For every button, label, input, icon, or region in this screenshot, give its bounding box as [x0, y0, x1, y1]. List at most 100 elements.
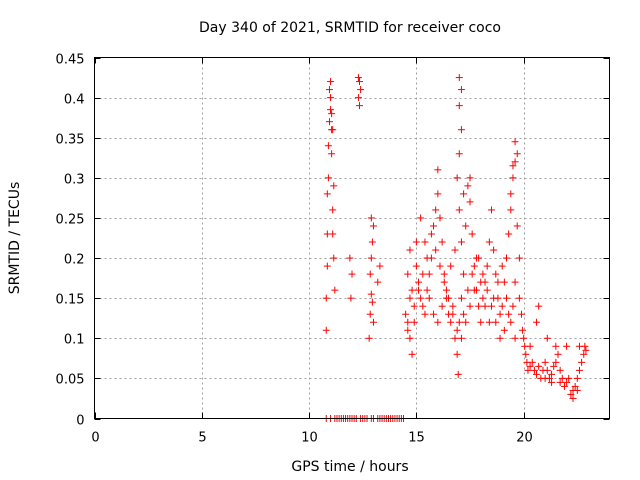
grid [94, 57, 610, 419]
data-point [451, 334, 459, 342]
y-tick-label: 0.2 [64, 253, 85, 268]
data-point [457, 86, 465, 94]
data-point [492, 270, 500, 278]
data-point [324, 142, 332, 150]
data-point [541, 374, 549, 382]
data-point [573, 374, 581, 382]
data-point [328, 110, 336, 118]
data-point [329, 206, 337, 214]
data-point [449, 302, 457, 310]
data-point [376, 262, 384, 270]
data-point [410, 318, 418, 326]
data-point [582, 346, 590, 354]
data-point [580, 350, 588, 358]
data-point [483, 262, 491, 270]
data-point [354, 74, 362, 82]
data-point [518, 310, 526, 318]
data-point [475, 302, 483, 310]
data-point [563, 342, 571, 350]
data-points [322, 74, 590, 422]
data-point [526, 342, 534, 350]
data-point [331, 286, 339, 294]
data-point [509, 174, 517, 182]
data-point [451, 246, 459, 254]
data-point [492, 318, 500, 326]
data-point [500, 326, 508, 334]
data-point [524, 366, 532, 374]
data-point [468, 270, 476, 278]
data-point [328, 150, 336, 158]
data-point [552, 358, 560, 366]
data-point [505, 310, 513, 318]
data-point [575, 342, 583, 350]
y-tick-label: 0.45 [56, 53, 85, 68]
data-point [365, 334, 373, 342]
data-point [462, 222, 470, 230]
data-point [408, 286, 416, 294]
data-point [513, 222, 521, 230]
data-point [369, 222, 377, 230]
data-point [412, 238, 420, 246]
data-point [325, 118, 333, 126]
data-point [470, 286, 478, 294]
data-point [423, 286, 431, 294]
data-point [436, 214, 444, 222]
data-point [485, 318, 493, 326]
data-point [522, 350, 530, 358]
axis-ticks: 0 0.05 0.1 0.15 0.2 0.25 0.3 0.35 0.4 0.45 0 5 10 15 2… [56, 53, 610, 446]
y-tick-label: 0.4 [64, 93, 85, 108]
data-point [366, 310, 374, 318]
data-point [507, 190, 515, 198]
data-point [565, 374, 573, 382]
data-point [374, 278, 382, 286]
data-point [453, 174, 461, 182]
data-point [558, 374, 566, 382]
y-tick-label: 0 [76, 414, 84, 429]
data-point [457, 334, 465, 342]
data-point [330, 182, 338, 190]
data-point [430, 222, 438, 230]
data-point [541, 358, 549, 366]
data-point [357, 86, 365, 94]
data-point [533, 318, 541, 326]
y-tick-label: 0.05 [56, 373, 85, 388]
data-point [511, 158, 519, 166]
data-point [421, 310, 429, 318]
y-tick-label: 0.3 [64, 173, 85, 188]
data-point [325, 86, 333, 94]
y-tick-label: 0.15 [56, 293, 85, 308]
data-point [556, 366, 564, 374]
data-point [479, 270, 487, 278]
data-point [404, 318, 412, 326]
data-point [354, 94, 362, 102]
data-point [575, 366, 583, 374]
data-point [509, 302, 517, 310]
data-point [513, 150, 521, 158]
data-point [445, 294, 453, 302]
data-point [515, 294, 523, 302]
data-point [427, 230, 435, 238]
data-point [369, 318, 377, 326]
data-point [543, 334, 551, 342]
data-point [466, 198, 474, 206]
data-point [460, 190, 468, 198]
data-point [436, 262, 444, 270]
data-point [454, 370, 462, 378]
data-point [563, 378, 571, 386]
data-point [404, 326, 412, 334]
data-point [327, 78, 335, 86]
data-point [511, 138, 519, 146]
x-tick-label: 15 [408, 431, 425, 446]
data-point [423, 254, 431, 262]
data-point [490, 294, 498, 302]
data-point [505, 230, 513, 238]
data-point [366, 270, 374, 278]
data-point [434, 318, 442, 326]
data-point [535, 362, 543, 370]
data-point [503, 254, 510, 262]
data-point [415, 278, 423, 286]
data-point [530, 366, 538, 374]
data-point [330, 254, 338, 262]
x-tick-label: 0 [91, 431, 99, 446]
